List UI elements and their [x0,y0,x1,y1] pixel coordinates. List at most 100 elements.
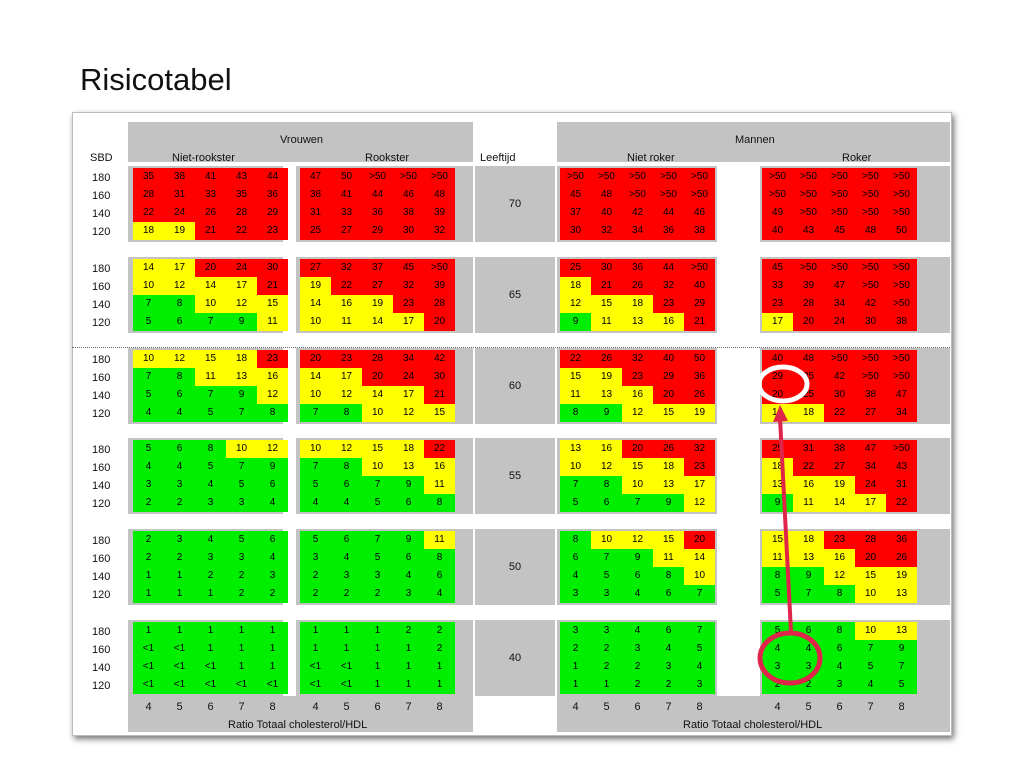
risk-cell: 9 [762,494,793,512]
risk-cell: 21 [424,386,455,404]
risk-cell: 36 [684,368,715,386]
ratio-value: 8 [898,701,905,713]
risk-cell: 43 [226,168,257,186]
sbd-label: 120 [92,589,111,601]
risk-cell: 6 [393,494,424,512]
risk-cell: 16 [424,458,455,476]
risk-cell: 15 [622,458,653,476]
risk-cell: <1 [300,658,331,676]
risk-cell: 17 [762,313,793,331]
risk-cell: 4 [793,640,824,658]
risk-cell: 3 [362,567,393,585]
risk-cell: >50 [886,186,917,204]
risk-cell: 29 [653,368,684,386]
risk-cell: 4 [560,567,591,585]
risk-cell: 1 [257,622,288,640]
risk-cell: 28 [226,204,257,222]
risk-cell: 1 [257,640,288,658]
risk-cell: 7 [362,476,393,494]
risk-cell: 7 [133,295,164,313]
risk-cell: 19 [886,567,917,585]
risk-cell: 17 [164,259,195,277]
risk-cell: 45 [560,186,591,204]
risk-cell: 9 [793,567,824,585]
risk-cell: 15 [257,295,288,313]
risk-cell: 32 [424,222,455,240]
risk-cell: 4 [133,404,164,422]
risk-cell: 14 [300,368,331,386]
risk-cell: >50 [886,440,917,458]
risk-cell: 11 [257,313,288,331]
risk-cell: 9 [393,476,424,494]
risk-cell: 4 [684,658,715,676]
risk-cell: 27 [362,277,393,295]
risk-cell: 7 [622,494,653,512]
risk-cell: >50 [424,259,455,277]
risk-cell: 19 [362,295,393,313]
slide-title: Risicotabel [80,62,232,97]
risk-cell: 31 [300,204,331,222]
risk-cell: <1 [226,676,257,694]
sbd-label: 120 [92,408,111,420]
risk-cell: 8 [424,494,455,512]
risk-cell: 12 [257,386,288,404]
risk-cell: 16 [824,549,855,567]
risk-cell: 30 [855,313,886,331]
risk-cell: 34 [855,458,886,476]
sbd-label: 140 [92,571,111,583]
risk-cell: 11 [762,549,793,567]
risk-cell: 4 [195,476,226,494]
risk-cell: 6 [793,622,824,640]
risk-cell: 12 [331,386,362,404]
risk-cell: 48 [424,186,455,204]
ratio-value: 8 [696,701,703,713]
risk-cell: 14 [362,313,393,331]
risk-cell: 47 [300,168,331,186]
sbd-label: 160 [92,281,111,293]
risk-cell: 7 [195,313,226,331]
risk-cell: 15 [560,368,591,386]
risk-cell: 5 [226,531,257,549]
risk-cell: 4 [300,494,331,512]
risk-cell: 28 [133,186,164,204]
risk-cell: <1 [164,676,195,694]
risk-cell: 12 [622,531,653,549]
risk-cell: 6 [653,585,684,603]
risk-cell: 34 [622,222,653,240]
risk-cell: 6 [331,531,362,549]
risk-cell: 40 [653,350,684,368]
risk-cell: 10 [622,476,653,494]
risk-cell: 24 [824,313,855,331]
risk-cell: 2 [622,658,653,676]
risk-cell: 1 [362,676,393,694]
risk-cell: >50 [824,204,855,222]
risk-cell: 2 [591,658,622,676]
risk-cell: 34 [886,404,917,422]
risk-cell: 7 [362,531,393,549]
risk-cell: 12 [257,440,288,458]
risk-cell: 18 [560,277,591,295]
sbd-label: 180 [92,354,111,366]
risk-cell: 1 [362,658,393,676]
risk-cell: 42 [622,204,653,222]
risk-cell: 6 [622,567,653,585]
risk-cell: 26 [653,440,684,458]
risk-cell: <1 [164,640,195,658]
risk-cell: 31 [793,440,824,458]
risk-cell: 34 [393,350,424,368]
risk-cell: 26 [195,204,226,222]
risk-cell: 38 [300,186,331,204]
risk-cell: 10 [362,458,393,476]
risk-cell: 5 [133,386,164,404]
risk-cell: 2 [164,549,195,567]
risk-cell: 1 [424,676,455,694]
risk-cell: 9 [257,458,288,476]
risk-cell: 50 [886,222,917,240]
risk-cell: >50 [591,168,622,186]
risk-cell: 20 [195,259,226,277]
risk-cell: 10 [362,404,393,422]
risk-cell: 1 [362,640,393,658]
risk-cell: 47 [886,386,917,404]
age-header: Leeftijd [480,152,516,164]
risk-cell: 19 [684,404,715,422]
